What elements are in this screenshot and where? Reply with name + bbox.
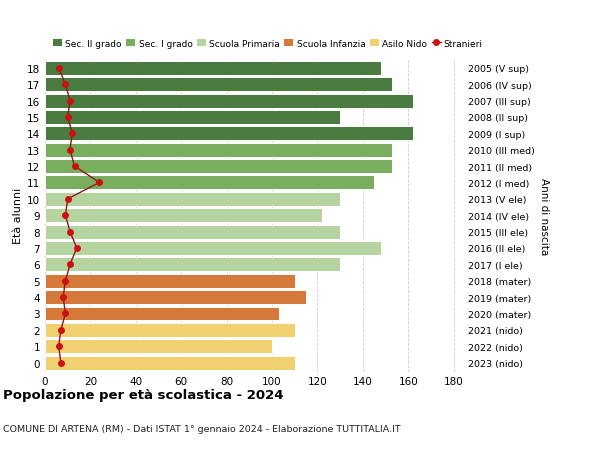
Bar — [45, 274, 295, 288]
Bar — [45, 209, 322, 223]
Bar — [45, 323, 295, 337]
Bar — [45, 192, 340, 207]
Bar — [45, 127, 413, 141]
Bar — [45, 291, 306, 304]
Bar — [45, 62, 381, 76]
Bar — [45, 160, 392, 174]
Bar — [45, 225, 340, 239]
Bar — [45, 176, 374, 190]
Y-axis label: Età alunni: Età alunni — [13, 188, 23, 244]
Text: COMUNE DI ARTENA (RM) - Dati ISTAT 1° gennaio 2024 - Elaborazione TUTTITALIA.IT: COMUNE DI ARTENA (RM) - Dati ISTAT 1° ge… — [3, 425, 401, 434]
Bar — [45, 143, 392, 157]
Bar — [45, 340, 272, 353]
Bar — [45, 111, 340, 125]
Bar — [45, 258, 340, 272]
Bar — [45, 356, 295, 370]
Legend: Sec. II grado, Sec. I grado, Scuola Primaria, Scuola Infanzia, Asilo Nido, Stran: Sec. II grado, Sec. I grado, Scuola Prim… — [50, 36, 487, 52]
Text: Popolazione per età scolastica - 2024: Popolazione per età scolastica - 2024 — [3, 388, 284, 401]
Bar — [45, 95, 413, 108]
Bar — [45, 307, 279, 321]
Bar — [45, 78, 392, 92]
Y-axis label: Anni di nascita: Anni di nascita — [539, 177, 548, 254]
Bar — [45, 241, 381, 255]
